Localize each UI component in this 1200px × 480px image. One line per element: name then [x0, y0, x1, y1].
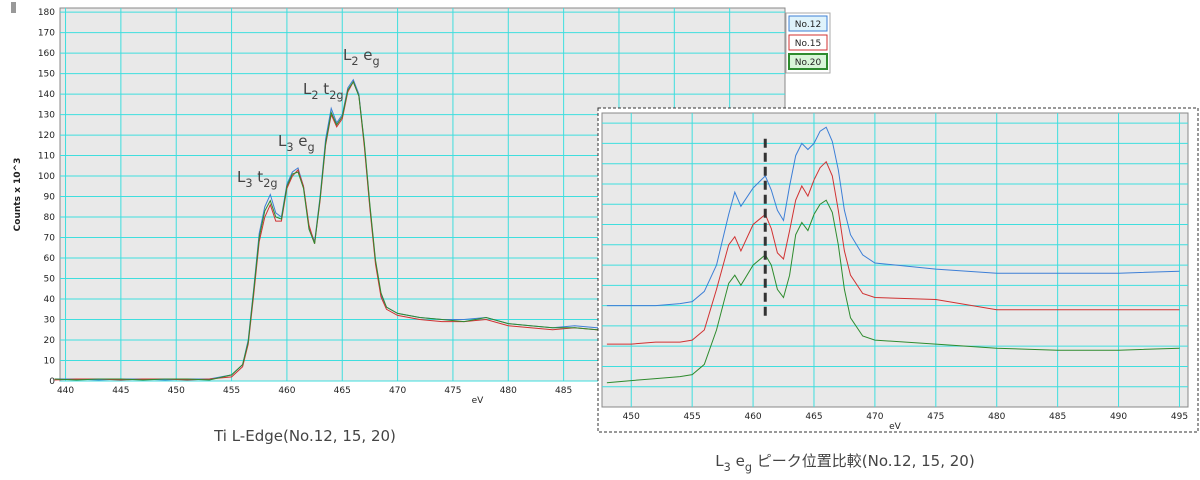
- y-tick-label: 150: [38, 70, 55, 80]
- x-tick-label: 475: [927, 412, 944, 422]
- legend-item[interactable]: [788, 53, 828, 70]
- y-tick-label: 60: [44, 254, 56, 264]
- peak-annotation: L2 t2g: [303, 80, 344, 102]
- y-tick-label: 30: [44, 316, 56, 326]
- subscript: g: [308, 141, 315, 154]
- subscript: 2g: [263, 177, 277, 190]
- series-line: [606, 199, 1180, 384]
- series-line: [606, 160, 1180, 345]
- legend-frame: [785, 12, 831, 74]
- text-part: e: [731, 452, 745, 470]
- x-axis-label: eV: [472, 396, 485, 406]
- x-tick-label: 470: [389, 386, 406, 396]
- text-part: L: [237, 168, 246, 186]
- y-tick-label: 90: [44, 193, 56, 203]
- y-tick-label: 120: [38, 131, 55, 141]
- x-tick-label: 450: [623, 412, 640, 422]
- legend-label: No.15: [795, 39, 821, 49]
- y-tick-label: 80: [44, 213, 56, 223]
- legend-item[interactable]: [788, 34, 828, 51]
- text-part: t: [319, 80, 330, 98]
- x-tick-label: 470: [866, 412, 883, 422]
- x-tick-label: 485: [555, 386, 572, 396]
- subscript: 2: [311, 89, 318, 102]
- subscript: 2: [351, 55, 358, 68]
- x-tick-label: 475: [444, 386, 461, 396]
- x-tick-label: 455: [684, 412, 701, 422]
- chart-caption: L3 eg ピーク位置比較(No.12, 15, 20): [715, 452, 974, 474]
- y-tick-label: 160: [38, 49, 55, 59]
- y-tick-label: 50: [44, 275, 56, 285]
- text-part: t: [253, 168, 264, 186]
- subscript: 3: [724, 461, 731, 474]
- handle: [11, 2, 16, 13]
- legend-item[interactable]: [788, 15, 828, 32]
- y-tick-label: 130: [38, 111, 55, 121]
- legend-label: No.20: [795, 58, 822, 68]
- text-part: L: [343, 46, 352, 64]
- y-tick-label: 10: [44, 357, 56, 367]
- y-tick-label: 180: [38, 8, 55, 18]
- y-tick-label: 40: [44, 295, 56, 305]
- x-tick-label: 455: [223, 386, 240, 396]
- x-tick-label: 460: [744, 412, 761, 422]
- legend-label: No.12: [795, 20, 821, 30]
- x-tick-label: 480: [500, 386, 517, 396]
- text-part: L: [303, 80, 312, 98]
- series-line: [606, 126, 1180, 307]
- y-tick-label: 0: [49, 377, 55, 387]
- text-part: L: [278, 132, 287, 150]
- subscript: 3: [286, 141, 293, 154]
- series-line: [54, 80, 608, 381]
- subscript: 2g: [329, 89, 343, 102]
- y-tick-label: 140: [38, 90, 55, 100]
- x-tick-label: 480: [988, 412, 1005, 422]
- y-tick-label: 110: [38, 152, 55, 162]
- x-tick-label: 485: [1049, 412, 1066, 422]
- x-tick-label: 450: [168, 386, 185, 396]
- y-tick-label: 100: [38, 172, 55, 182]
- x-tick-label: 465: [334, 386, 351, 396]
- text-part: e: [359, 46, 373, 64]
- subscript: 3: [245, 177, 252, 190]
- y-tick-label: 20: [44, 336, 56, 346]
- subscript: g: [745, 461, 752, 474]
- peak-annotation: L3 eg: [278, 132, 315, 154]
- x-tick-label: 460: [278, 386, 295, 396]
- y-axis-label: Counts x 10^3: [13, 158, 23, 232]
- peak-annotation: L2 eg: [343, 46, 380, 68]
- x-tick-label: 495: [1171, 412, 1188, 422]
- subscript: g: [373, 55, 380, 68]
- text-part: ピーク位置比較(No.12, 15, 20): [752, 452, 975, 470]
- x-tick-label: 465: [805, 412, 822, 422]
- chart-caption: Ti L-Edge(No.12, 15, 20): [213, 427, 396, 445]
- text-part: e: [294, 132, 308, 150]
- plot-area: [601, 112, 1189, 408]
- x-axis-label: eV: [889, 422, 902, 432]
- peak-annotation: L3 t2g: [237, 168, 278, 190]
- x-tick-label: 440: [57, 386, 74, 396]
- text-part: L: [715, 452, 724, 470]
- x-tick-label: 490: [1110, 412, 1127, 422]
- y-tick-label: 70: [44, 234, 56, 244]
- y-tick-label: 170: [38, 29, 55, 39]
- x-tick-label: 445: [112, 386, 129, 396]
